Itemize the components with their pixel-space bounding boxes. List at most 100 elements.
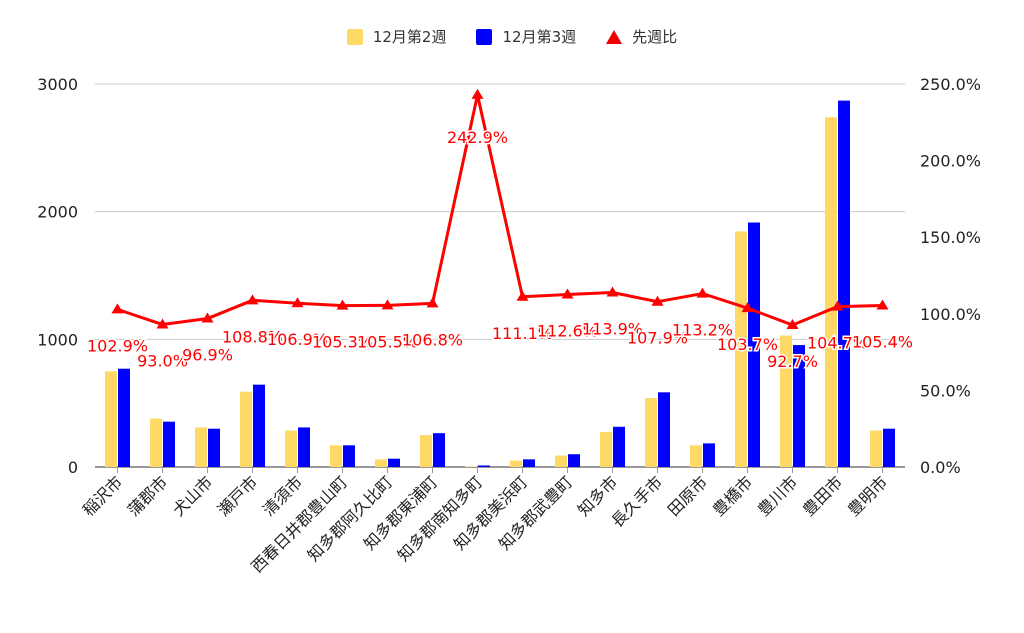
ratio-marker: [786, 318, 799, 329]
bar-week3: [343, 445, 355, 467]
triangle-icon: [606, 29, 623, 44]
bar-week3: [208, 428, 220, 467]
right-tick-label: 250.0%: [920, 75, 981, 94]
category-label: 瀬戸市: [214, 472, 261, 519]
category-label: 蒲郡市: [124, 472, 171, 519]
bar-week2: [735, 231, 747, 467]
ratio-data-label: 106.9%: [267, 330, 328, 349]
right-tick-label: 0.0%: [920, 458, 961, 477]
bar-week2: [105, 371, 117, 467]
bar-week3: [568, 454, 580, 467]
left-tick-label: 2000: [37, 203, 78, 222]
ratio-marker: [471, 88, 484, 99]
bar-week3: [748, 222, 760, 467]
bars: [105, 100, 895, 473]
bar-week2: [375, 459, 387, 467]
ratio-data-label: 113.2%: [672, 321, 733, 340]
ratio-marker: [201, 312, 214, 323]
category-labels: 稲沢市蒲郡市犬山市瀬戸市清須市西春日井郡豊山町知多郡阿久比町知多郡東浦町知多郡南…: [79, 472, 891, 576]
bar-week2: [510, 460, 522, 467]
category-label: 豊川市: [754, 472, 801, 519]
legend-item-ratio[interactable]: 先週比: [606, 26, 677, 47]
ratio-data-label: 96.9%: [182, 346, 233, 365]
bar-week2: [645, 398, 657, 467]
left-tick-label: 0: [68, 458, 78, 477]
ratio-data-label: 104.7%: [807, 334, 868, 353]
ratio-data-label: 106.8%: [402, 330, 463, 349]
bar-week3: [163, 421, 175, 467]
bar-week3: [658, 392, 670, 467]
ratio-marker: [336, 299, 349, 310]
ratio-marker: [876, 299, 889, 310]
right-tick-label: 150.0%: [920, 228, 981, 247]
ratio-marker: [291, 297, 304, 308]
ratio-data-label: 112.6%: [537, 321, 598, 340]
ratio-line: [117, 93, 883, 327]
ratio-marker: [156, 318, 169, 329]
bar-week2: [690, 445, 702, 467]
bar-week3: [793, 345, 805, 467]
category-label: 豊橋市: [709, 472, 756, 519]
ratio-data-label: 105.5%: [357, 332, 418, 351]
bar-week3: [298, 427, 310, 467]
ratio-data-label: 105.4%: [852, 333, 913, 352]
ratio-data-label: 103.7%: [717, 335, 778, 354]
bar-week3: [703, 443, 715, 467]
category-label: 犬山市: [169, 472, 216, 519]
week3-swatch-icon: [476, 28, 493, 45]
bar-week2: [825, 117, 837, 468]
ratio-marker: [651, 295, 664, 306]
ratio-data-label: 93.0%: [137, 352, 188, 371]
bar-week3: [433, 433, 445, 467]
bar-week3: [478, 465, 490, 467]
ratio-marker: [381, 299, 394, 310]
ratio-marker: [561, 288, 574, 299]
bar-week2: [870, 430, 882, 467]
bar-week2: [150, 418, 162, 467]
ratio-data-label: 242.9%: [447, 128, 508, 147]
ratio-data-label: 113.9%: [582, 320, 643, 339]
bar-week3: [523, 459, 535, 467]
right-tick-label: 50.0%: [920, 381, 971, 400]
left-axis-ticks: 0 1000 2000 3000: [37, 75, 78, 477]
week2-swatch-icon: [346, 28, 363, 45]
bar-week3: [883, 428, 895, 467]
bar-week2: [330, 445, 342, 467]
category-label: 田原市: [664, 472, 711, 519]
right-tick-label: 200.0%: [920, 152, 981, 171]
ratio-data-label: 108.8%: [222, 327, 283, 346]
ratio-marker: [426, 297, 439, 308]
ratio-data-label: 111.1%: [492, 324, 553, 343]
ratio-marker: [246, 294, 259, 305]
ratio-data-label: 92.7%: [767, 352, 818, 371]
bar-week3: [118, 368, 130, 467]
bar-week2: [420, 435, 432, 467]
legend-item-week3[interactable]: 12月第3週: [476, 26, 576, 47]
legend-item-week2[interactable]: 12月第2週: [346, 26, 447, 47]
bar-week2: [780, 335, 792, 467]
right-tick-label: 100.0%: [920, 305, 981, 324]
ratio-marker: [516, 290, 529, 301]
ratio-data-label: 102.9%: [87, 336, 148, 355]
legend: 12月第2週 12月第3週 先週比: [0, 26, 1024, 47]
category-label: 稲沢市: [79, 472, 126, 519]
bar-week2: [240, 391, 252, 467]
bar-week3: [838, 100, 850, 467]
ratio-data-label: 105.3%: [312, 333, 373, 352]
right-axis-ticks: 0.0% 50.0% 100.0% 150.0% 200.0% 250.0%: [920, 75, 981, 477]
bar-week3: [388, 458, 400, 467]
category-label: 豊明市: [844, 472, 891, 519]
bar-week2: [555, 455, 567, 467]
left-tick-label: 3000: [37, 75, 78, 94]
bar-week3: [613, 426, 625, 467]
ratio-marker: [111, 303, 124, 314]
ratio-data-label: 107.9%: [627, 329, 688, 348]
bar-week2: [285, 430, 297, 467]
ratio-marker: [606, 286, 619, 297]
legend-label-week2: 12月第2週: [372, 28, 447, 46]
legend-label-ratio: 先週比: [632, 28, 678, 46]
ratio-line-layer: [111, 88, 889, 329]
ratio-marker: [696, 287, 709, 298]
grid-lines: [95, 83, 905, 468]
